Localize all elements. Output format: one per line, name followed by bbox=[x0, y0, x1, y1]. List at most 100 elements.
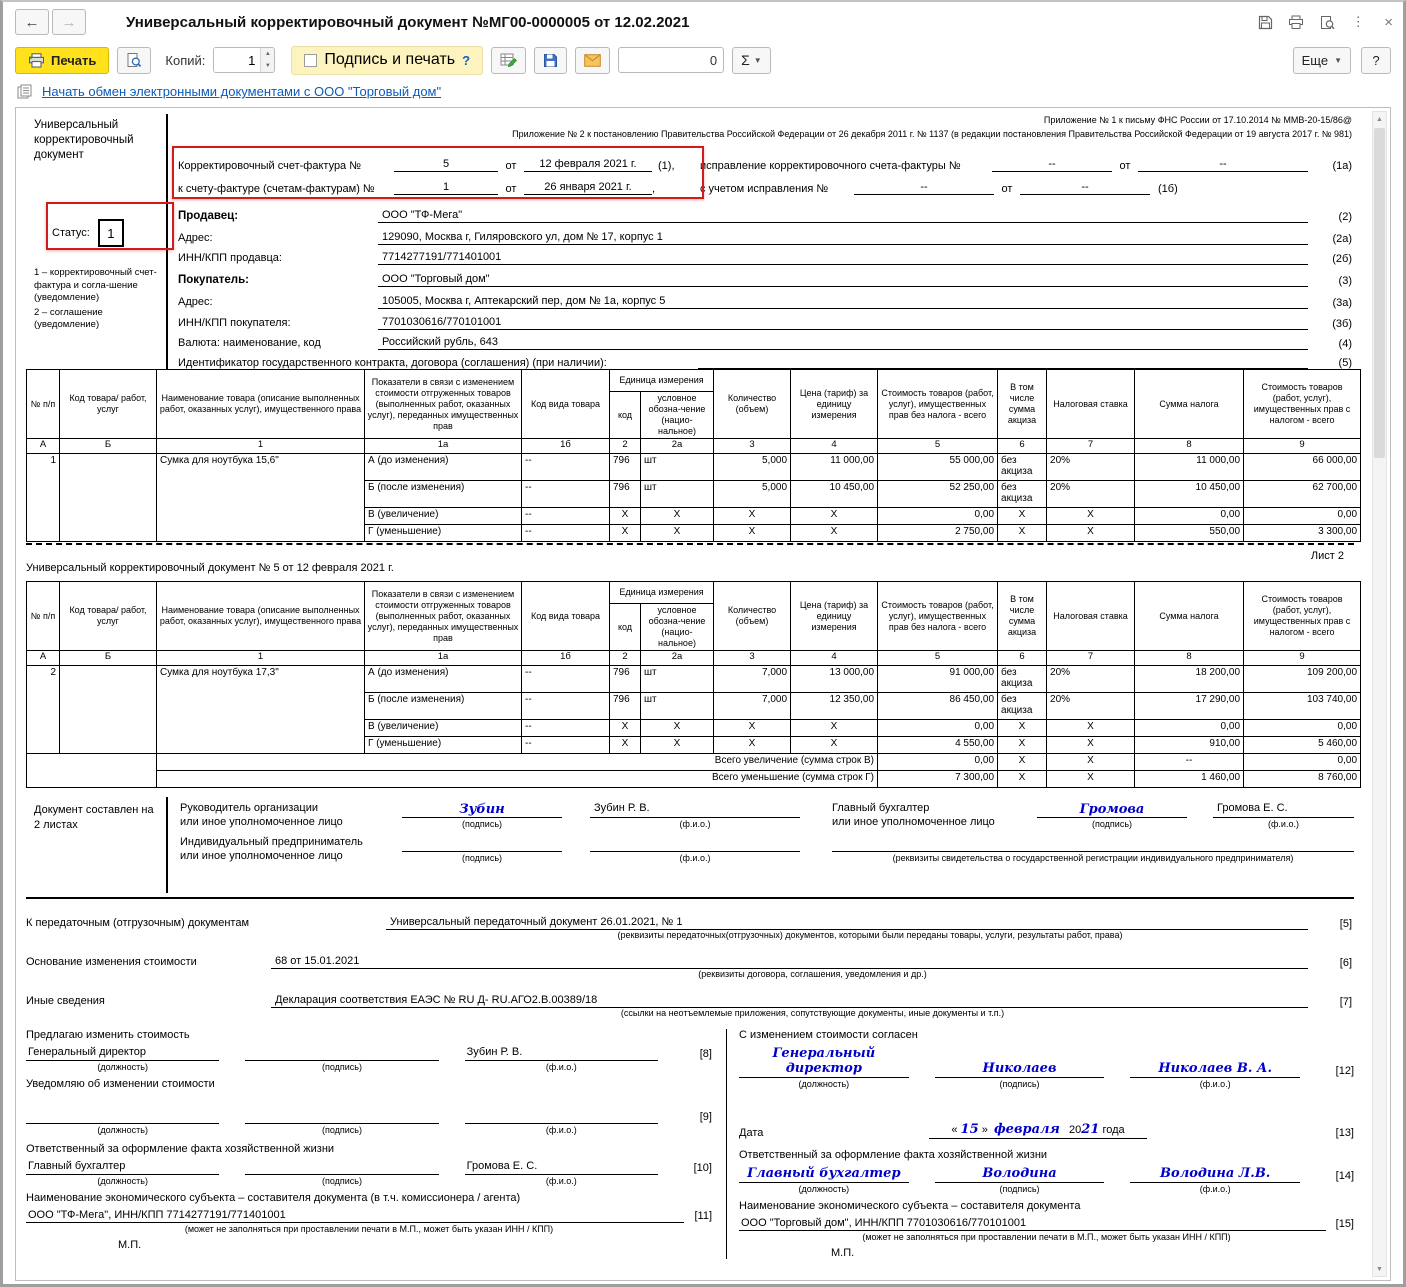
accountant-fio: Громова Е. С. bbox=[1213, 802, 1354, 818]
proposer-column: Предлагаю изменить стоимость Генеральный… bbox=[26, 1029, 726, 1259]
table-cell: 0,00 bbox=[1243, 507, 1362, 525]
signature-settings-button[interactable] bbox=[491, 46, 527, 74]
basis-value: 68 от 15.01.2021 bbox=[271, 955, 1308, 969]
page-title: Универсальный корректировочный документ … bbox=[126, 13, 690, 31]
table-cell: Сумка для ноутбука 17,3" bbox=[156, 665, 365, 754]
table-cell: 20% bbox=[1046, 453, 1136, 481]
copies-input[interactable] bbox=[214, 48, 261, 72]
table-cell: 20% bbox=[1046, 665, 1136, 693]
preview-button[interactable] bbox=[117, 46, 152, 74]
sign-table-pencil-icon bbox=[500, 52, 517, 68]
seller-name: ООО "ТФ-Мега" bbox=[378, 209, 1308, 223]
table-cell: 2 750,00 bbox=[877, 524, 999, 542]
base-invoice-label: к счету-фактуре (счетам-фактурам) № bbox=[178, 183, 375, 195]
title-bar: ← → Универсальный корректировочный докум… bbox=[3, 2, 1403, 42]
table-cell: X bbox=[997, 736, 1048, 754]
table-cell: X bbox=[1046, 719, 1136, 737]
table-cell: X bbox=[639, 719, 715, 737]
other-info-caption: (ссылки на неотъемлемые приложения, сопу… bbox=[620, 1008, 1005, 1018]
mark-1b: (1б) bbox=[1158, 183, 1178, 195]
table-cell: 9 bbox=[1243, 438, 1362, 454]
mark-5b: [5] bbox=[1339, 918, 1352, 930]
table-cell: 4 bbox=[790, 650, 879, 666]
edo-exchange-link[interactable]: Начать обмен электронными документами с … bbox=[42, 84, 442, 99]
counter-field[interactable] bbox=[618, 47, 725, 73]
table-cell bbox=[59, 453, 157, 542]
copies-up-icon[interactable]: ▲ bbox=[261, 48, 275, 60]
save-icon[interactable] bbox=[1256, 14, 1274, 30]
podpis-caption: (подпись) bbox=[999, 1079, 1040, 1089]
table-cell: 7,000 bbox=[713, 665, 792, 693]
table-cell: 2а bbox=[639, 650, 715, 666]
entity-label: Наименование экономического субъекта – с… bbox=[26, 1192, 521, 1204]
column-header: № п/п bbox=[26, 369, 60, 439]
appendix-2: Приложение № 2 к постановлению Правитель… bbox=[512, 129, 1352, 139]
table-cell: шт bbox=[639, 480, 715, 508]
fio-caption: (ф.и.о.) bbox=[545, 1176, 577, 1186]
help-button[interactable]: ? bbox=[1361, 46, 1391, 74]
table-cell: X bbox=[997, 719, 1048, 737]
table-cell: без акциза bbox=[997, 665, 1048, 693]
sheet2-doc-line: Универсальный корректировочный документ … bbox=[26, 562, 394, 574]
responsible-signature bbox=[245, 1160, 439, 1175]
dolzhnost-caption: (должность) bbox=[798, 1079, 850, 1089]
scrollbar-thumb[interactable] bbox=[1374, 128, 1385, 458]
save-file-button[interactable] bbox=[534, 46, 568, 74]
toolbar: Печать Копий: ▲ ▼ Подпись и печать ? bbox=[3, 42, 1403, 78]
table-cell: 6 bbox=[997, 650, 1048, 666]
preview-icon[interactable] bbox=[1318, 14, 1336, 30]
more-dots-icon[interactable]: ⋮ bbox=[1351, 14, 1365, 29]
chevron-down-icon: ▼ bbox=[753, 55, 762, 65]
table-cell: 86 450,00 bbox=[877, 692, 999, 720]
head-signature: Зубин bbox=[402, 802, 562, 818]
signature-block: Документ составлен на 2 листах Руководит… bbox=[26, 797, 1354, 899]
forward-button[interactable]: → bbox=[52, 9, 86, 35]
mark-13: [13] bbox=[1335, 1127, 1354, 1139]
form-scrollbar[interactable]: ▲ ▼ bbox=[1372, 111, 1387, 1277]
fio-caption: (ф.и.о.) bbox=[545, 1125, 577, 1135]
status-label: Статус: bbox=[52, 227, 90, 239]
table-cell: -- bbox=[521, 736, 610, 754]
table-cell: X bbox=[639, 736, 715, 754]
table-cell: В (увеличение) bbox=[364, 507, 522, 525]
scroll-down-icon[interactable]: ▼ bbox=[1376, 1265, 1383, 1273]
table-cell: X bbox=[1046, 524, 1136, 542]
corr-invoice-date: 12 февраля 2021 г. bbox=[524, 158, 652, 172]
table-cell: 62 700,00 bbox=[1243, 480, 1362, 508]
mp-label: М.П. bbox=[118, 1239, 142, 1251]
scroll-up-icon[interactable]: ▲ bbox=[1376, 115, 1383, 123]
copies-stepper[interactable]: ▲ ▼ bbox=[213, 47, 276, 73]
mark-1: (1), bbox=[658, 160, 675, 172]
column-header: В том числе сумма акциза bbox=[997, 369, 1048, 439]
table-cell: 1а bbox=[364, 650, 522, 666]
table-cell: 5,000 bbox=[713, 480, 792, 508]
close-icon[interactable]: × bbox=[1384, 13, 1393, 31]
status-value-box[interactable]: 1 bbox=[97, 219, 124, 247]
column-header: Стоимость товаров (работ, услуг), имущес… bbox=[1243, 369, 1362, 439]
mark-1a: (1а) bbox=[1332, 160, 1352, 172]
base-invoice-number: 1 bbox=[394, 181, 498, 195]
sign-help-icon[interactable]: ? bbox=[462, 52, 471, 68]
currency-value: Российский рубль, 643 bbox=[378, 336, 1308, 350]
table-cell: 7 300,00 bbox=[877, 770, 999, 788]
entity-caption: (может не заполняться при проставлении п… bbox=[862, 1232, 1231, 1242]
more-button[interactable]: Еще ▼ bbox=[1292, 46, 1351, 74]
back-button[interactable]: ← bbox=[15, 9, 49, 35]
print-icon[interactable] bbox=[1287, 14, 1305, 30]
table-cell: А (до изменения) bbox=[364, 665, 522, 693]
ip-cert-line bbox=[832, 836, 1354, 852]
table-cell: 796 bbox=[609, 480, 641, 508]
email-button[interactable] bbox=[575, 46, 611, 74]
print-button[interactable]: Печать bbox=[15, 46, 110, 74]
sign-and-print-checkbox[interactable] bbox=[304, 53, 318, 67]
table-cell: 1 bbox=[26, 453, 60, 542]
buyer-address: 105005, Москва г, Аптекарский пер, дом №… bbox=[378, 295, 1308, 309]
fix-base-label: с учетом исправления № bbox=[700, 183, 829, 195]
copies-down-icon[interactable]: ▼ bbox=[261, 60, 275, 72]
ot-label: от bbox=[1119, 160, 1131, 172]
sum-button[interactable]: Σ ▼ bbox=[732, 46, 771, 74]
agree-title: С изменением стоимости согласен bbox=[739, 1029, 918, 1041]
seller-label: Продавец: bbox=[178, 210, 239, 222]
propose-signature bbox=[245, 1046, 439, 1061]
sigma-icon: Σ bbox=[741, 52, 750, 68]
